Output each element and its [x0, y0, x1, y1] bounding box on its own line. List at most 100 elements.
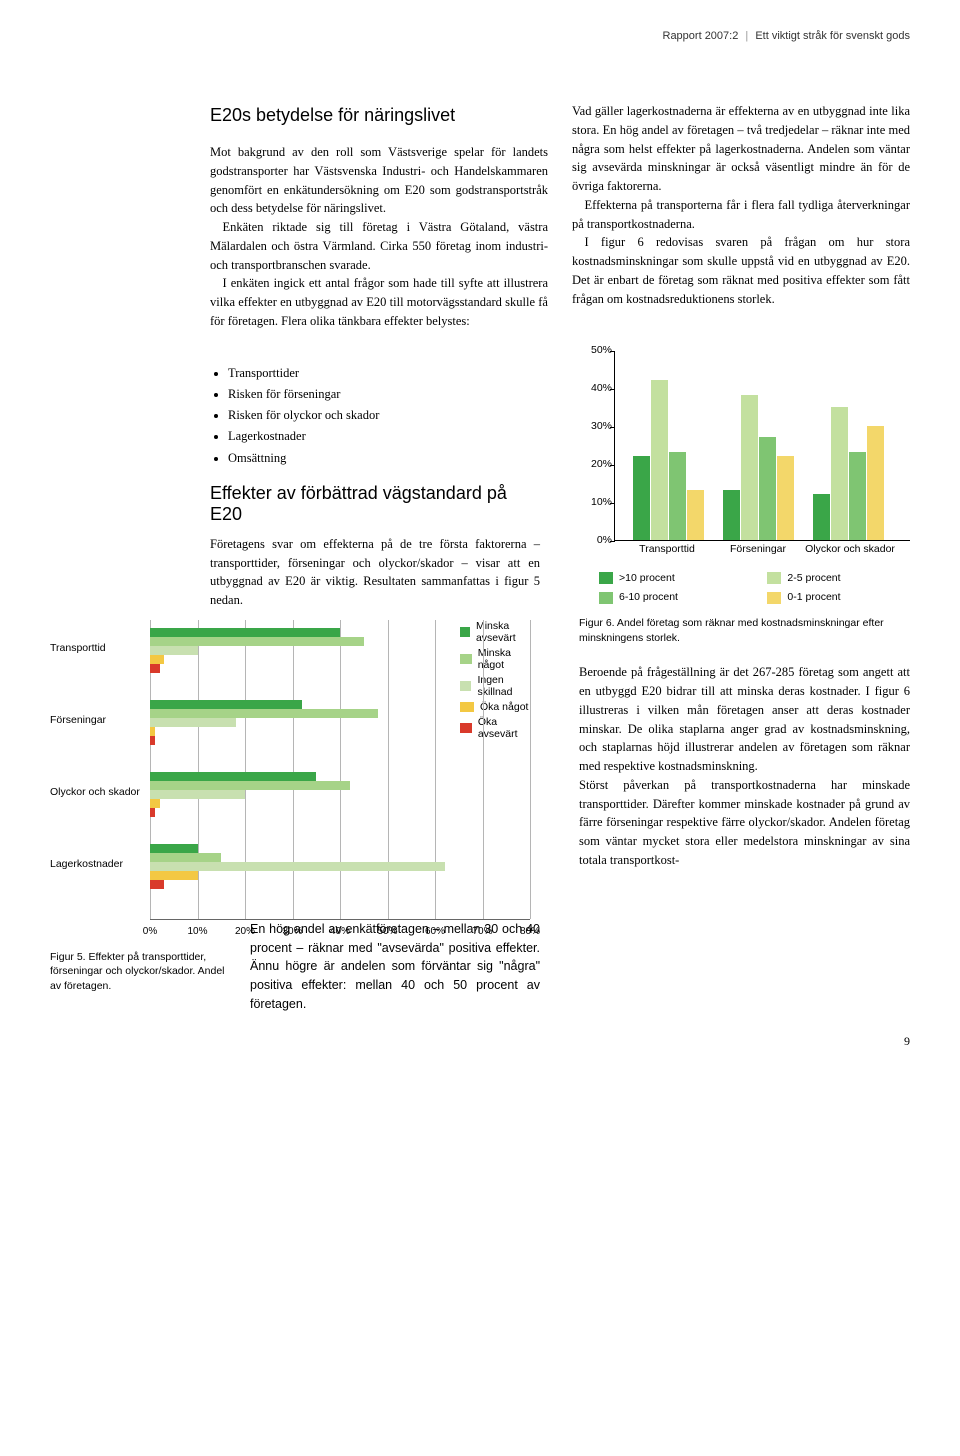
- fig6-bar: [741, 395, 758, 539]
- effect-bullets: Transporttider Risken för förseningar Ri…: [210, 363, 540, 469]
- header-separator: |: [745, 30, 748, 42]
- fig6-ytick-label: 50%: [580, 343, 612, 359]
- legend-swatch: [599, 592, 613, 604]
- fig6-xtick-label: Olyckor och skador: [805, 542, 895, 558]
- fig5-bar-group: Lagerkostnader: [150, 844, 530, 889]
- fig5-bar: [150, 871, 198, 880]
- fig6-bar-group: [633, 380, 704, 540]
- fig5-caption: Figur 5. Effekter på transporttider, för…: [50, 950, 230, 994]
- fig5-bar-group: Förseningar: [150, 700, 530, 745]
- col1-p3: I enkäten ingick ett antal frågor som ha…: [210, 274, 548, 330]
- fig5-xtick-label: 80%: [520, 926, 540, 937]
- fig5-bar: [150, 772, 316, 781]
- fig5-bar: [150, 637, 364, 646]
- figure-6: 0%10%20%30%40%50%TransporttidFörseningar…: [579, 351, 910, 646]
- col1-p1: Mot bakgrund av den roll som Västsverige…: [210, 143, 548, 218]
- fig5-bar-group: Olyckor och skador: [150, 772, 530, 817]
- fig6-bar: [759, 437, 776, 540]
- fig6-ytick-label: 40%: [580, 381, 612, 397]
- fig5-bar: [150, 853, 221, 862]
- fig6-ytick: [610, 503, 615, 504]
- fig6-legend-item: 6-10 procent: [599, 590, 747, 606]
- legend-label: 2-5 procent: [787, 571, 840, 587]
- fig5-bar: [150, 718, 236, 727]
- fig5-xtick-label: 70%: [472, 926, 492, 937]
- col2-p1: Vad gäller lagerkostnaderna är effektern…: [572, 102, 910, 196]
- legend-label: Ingen skillnad: [477, 674, 530, 698]
- left-column: E20s betydelse för näringslivet Mot bakg…: [210, 102, 548, 331]
- fig5-xtick-label: 0%: [143, 926, 157, 937]
- bullet-item: Omsättning: [228, 448, 540, 469]
- fig5-group-label: Olyckor och skador: [50, 786, 145, 798]
- fig6-bar: [867, 426, 884, 540]
- fig6-ytick-label: 10%: [580, 495, 612, 511]
- fig5-bar: [150, 727, 155, 736]
- bullet-item: Transporttider: [228, 363, 540, 384]
- right-p2: Störst påverkan på transportkostnaderna …: [579, 776, 910, 870]
- fig6-ytick: [610, 351, 615, 352]
- fig5-bar: [150, 664, 160, 673]
- fig5-xtick-label: 10%: [187, 926, 207, 937]
- left-zone: Transporttider Risken för förseningar Ri…: [50, 351, 555, 1014]
- fig5-bar-group: Transporttid: [150, 628, 530, 673]
- page-number: 9: [50, 1034, 910, 1049]
- header-report: Rapport 2007:2: [663, 30, 739, 42]
- fig5-bar: [150, 790, 245, 799]
- fig6-ytick: [610, 427, 615, 428]
- fig5-bar: [150, 700, 302, 709]
- fig5-xtick-label: 30%: [282, 926, 302, 937]
- fig6-xtick-label: Transporttid: [622, 542, 712, 558]
- col2-p3: I figur 6 redovisas svaren på frågan om …: [572, 233, 910, 308]
- fig5-xtick-label: 60%: [425, 926, 445, 937]
- bullets-and-section2: Transporttider Risken för förseningar Ri…: [210, 363, 540, 610]
- fig5-group-label: Transporttid: [50, 642, 145, 654]
- fig6-bar: [813, 494, 830, 540]
- fig6-xtick-label: Förseningar: [713, 542, 803, 558]
- fig6-ytick-label: 0%: [580, 533, 612, 549]
- fig5-xtick-label: 20%: [235, 926, 255, 937]
- page-header: Rapport 2007:2 | Ett viktigt stråk för s…: [50, 30, 910, 42]
- legend-label: 6-10 procent: [619, 590, 678, 606]
- fig6-bar-group: [723, 395, 794, 539]
- figure-5: Minska avsevärtMinska någotIngen skillna…: [50, 620, 555, 1014]
- right-p1: Beroende på frågeställning är det 267-28…: [579, 663, 910, 776]
- lower-layout: Transporttider Risken för förseningar Ri…: [50, 351, 910, 1014]
- fig5-plot-area: Minska avsevärtMinska någotIngen skillna…: [150, 620, 530, 920]
- fig6-legend-item: >10 procent: [599, 571, 747, 587]
- legend-swatch: [767, 592, 781, 604]
- fig6-ytick: [610, 465, 615, 466]
- fig5-bar: [150, 781, 350, 790]
- fig6-ytick: [610, 541, 615, 542]
- header-title: Ett viktigt stråk för svenskt gods: [755, 30, 910, 42]
- fig6-bar: [669, 452, 686, 539]
- fig6-bar: [831, 407, 848, 540]
- section2-p: Företagens svar om effekterna på de tre …: [210, 535, 540, 610]
- fig5-bar: [150, 844, 198, 853]
- fig6-legend-item: 0-1 procent: [767, 590, 910, 606]
- fig6-legend-item: 2-5 procent: [767, 571, 910, 587]
- fig5-legend-item: Ingen skillnad: [460, 674, 530, 698]
- fig6-bar: [687, 490, 704, 539]
- fig6-legend: >10 procent 2-5 procent 6-10 procent 0-1 pr…: [599, 571, 910, 607]
- bullet-item: Lagerkostnader: [228, 426, 540, 447]
- fig5-bar: [150, 709, 378, 718]
- right-column: Vad gäller lagerkostnaderna är effektern…: [572, 102, 910, 331]
- fig6-bar: [777, 456, 794, 540]
- legend-label: 0-1 procent: [787, 590, 840, 606]
- fig6-ytick-label: 20%: [580, 457, 612, 473]
- fig6-ytick-label: 30%: [580, 419, 612, 435]
- section2-heading: Effekter av förbättrad vägstandard på E2…: [210, 483, 540, 525]
- bullet-item: Risken för olyckor och skador: [228, 405, 540, 426]
- fig5-bar: [150, 808, 155, 817]
- fig6-bar: [849, 452, 866, 539]
- fig5-bar: [150, 646, 198, 655]
- fig5-bar: [150, 862, 445, 871]
- section1-heading: E20s betydelse för näringslivet: [210, 102, 548, 129]
- fig6-bar: [723, 490, 740, 539]
- right-zone: 0%10%20%30%40%50%TransporttidFörseningar…: [579, 351, 910, 1014]
- fig5-bar: [150, 736, 155, 745]
- fig5-gridline: [530, 620, 531, 919]
- fig5-xtick-label: 50%: [377, 926, 397, 937]
- fig5-bar: [150, 655, 164, 664]
- fig5-group-label: Förseningar: [50, 714, 145, 726]
